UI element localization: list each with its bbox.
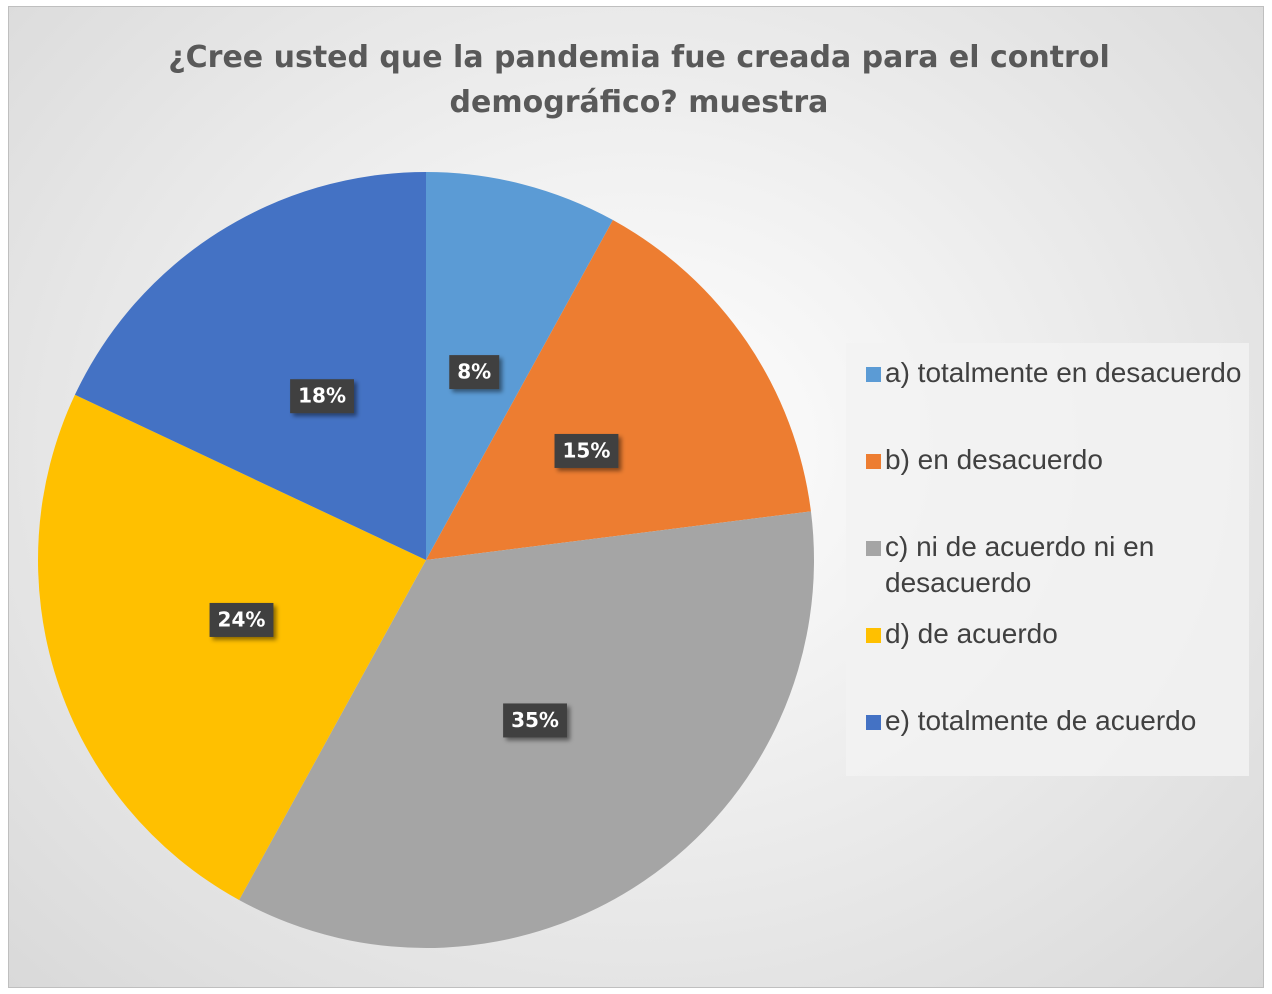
data-label: 35% <box>503 703 567 738</box>
data-label: 15% <box>554 433 619 468</box>
data-label-box <box>209 602 274 637</box>
data-label-box <box>503 703 567 738</box>
data-label-box <box>554 433 619 468</box>
data-label-text: 18% <box>298 384 346 408</box>
legend-label: e) totalmente de acuerdo <box>885 705 1197 736</box>
data-label: 24% <box>209 602 274 637</box>
legend-swatch <box>866 454 881 469</box>
data-label-box <box>290 379 354 414</box>
data-label: 8% <box>449 355 500 390</box>
pie-slice <box>426 172 613 560</box>
legend-label: a) totalmente en desacuerdo <box>885 357 1242 388</box>
legend-entry: e) totalmente de acuerdo <box>866 703 1249 790</box>
pie-slice <box>37 394 426 901</box>
legend-swatch <box>866 367 881 382</box>
legend-entry: d) de acuerdo <box>866 616 1249 703</box>
legend-entry: a) totalmente en desacuerdo <box>866 355 1249 442</box>
legend-swatch <box>866 628 881 643</box>
data-label-text: 35% <box>511 708 559 732</box>
chart: 8% 15% 35% 24% 18% ¿Cree usted que la pandem… <box>8 6 1264 988</box>
data-label-text: 24% <box>218 607 266 631</box>
chart-title: ¿Cree usted que la pandemia fue creada p… <box>168 40 1110 120</box>
legend-swatch <box>866 715 881 730</box>
legend: a) totalmente en desacuerdo b) en desacue… <box>846 343 1249 776</box>
data-label: 18% <box>290 379 354 414</box>
legend-swatch <box>866 541 881 556</box>
data-label-text: 8% <box>457 360 491 384</box>
legend-label: b) en desacuerdo <box>885 444 1103 475</box>
legend-label: c) ni de acuerdo ni en desacuerdo <box>885 531 1155 598</box>
pie-area: 8% 15% 35% 24% 18% <box>37 172 814 948</box>
legend-label: d) de acuerdo <box>885 618 1058 649</box>
pie-slice <box>74 172 427 560</box>
data-label-box <box>449 355 500 390</box>
legend-entry: c) ni de acuerdo ni en desacuerdo <box>866 529 1249 616</box>
data-label-text: 15% <box>563 438 611 462</box>
legend-entry: b) en desacuerdo <box>866 442 1249 529</box>
pie-slice <box>426 219 811 560</box>
